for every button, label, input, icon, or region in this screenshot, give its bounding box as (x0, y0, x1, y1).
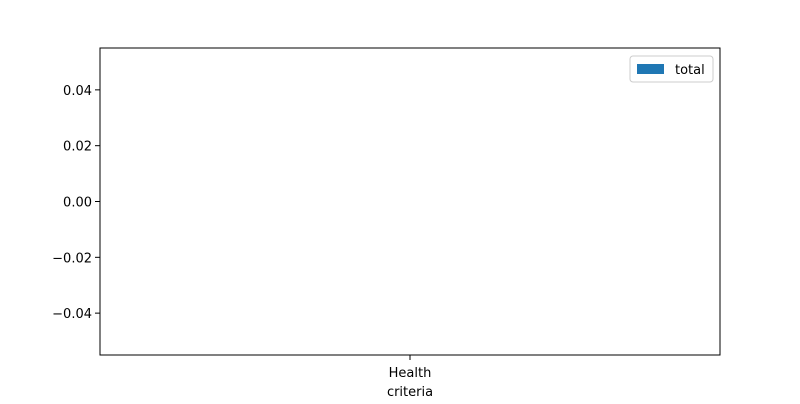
plot-layer (99, 47, 721, 356)
y-tick-label: −0.04 (52, 307, 92, 322)
plot-area-frame (99, 47, 721, 356)
y-tick-label: 0.04 (63, 84, 92, 99)
legend-label: total (675, 63, 705, 78)
y-tick-label: 0.00 (63, 196, 92, 211)
y-axis: −0.04 −0.02 0.00 0.02 0.04 (52, 84, 100, 322)
legend-swatch (637, 64, 664, 74)
legend: total (629, 55, 714, 83)
y-tick-label: −0.02 (52, 251, 92, 266)
x-axis: Health (389, 355, 432, 381)
legend-frame (629, 55, 714, 83)
x-axis-label: criteria (387, 385, 433, 400)
x-tick-label: Health (389, 366, 432, 381)
y-tick-label: 0.02 (63, 140, 92, 155)
